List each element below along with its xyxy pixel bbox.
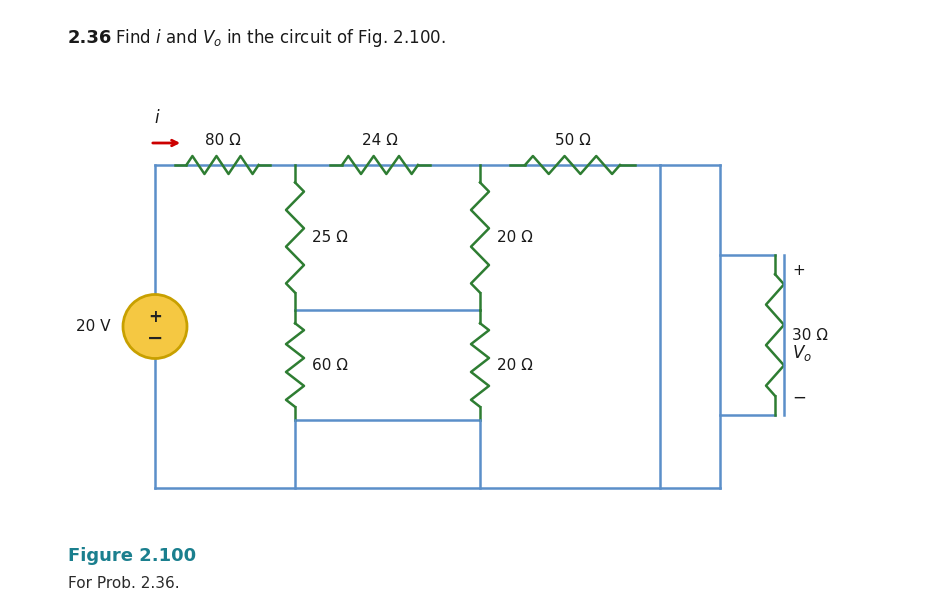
Text: −: − [792,389,805,407]
Text: −: − [147,329,163,348]
Text: $i$: $i$ [154,109,160,127]
Text: 20 Ω: 20 Ω [497,357,533,373]
Text: +: + [148,309,162,326]
Text: 60 Ω: 60 Ω [312,357,348,373]
Text: 25 Ω: 25 Ω [312,230,348,245]
Circle shape [123,295,187,359]
Text: For Prob. 2.36.: For Prob. 2.36. [68,576,180,592]
Text: 20 V: 20 V [75,319,110,334]
Text: 30 Ω: 30 Ω [792,328,828,342]
Text: Find $i$ and $V_o$ in the circuit of Fig. 2.100.: Find $i$ and $V_o$ in the circuit of Fig… [115,27,446,49]
Text: $V_o$: $V_o$ [792,343,812,363]
Text: 50 Ω: 50 Ω [555,133,591,148]
Text: 24 Ω: 24 Ω [362,133,398,148]
Text: 80 Ω: 80 Ω [204,133,240,148]
Text: Figure 2.100: Figure 2.100 [68,547,196,565]
Text: 20 Ω: 20 Ω [497,230,533,245]
Text: 2.36: 2.36 [68,29,112,47]
Text: +: + [792,263,804,278]
